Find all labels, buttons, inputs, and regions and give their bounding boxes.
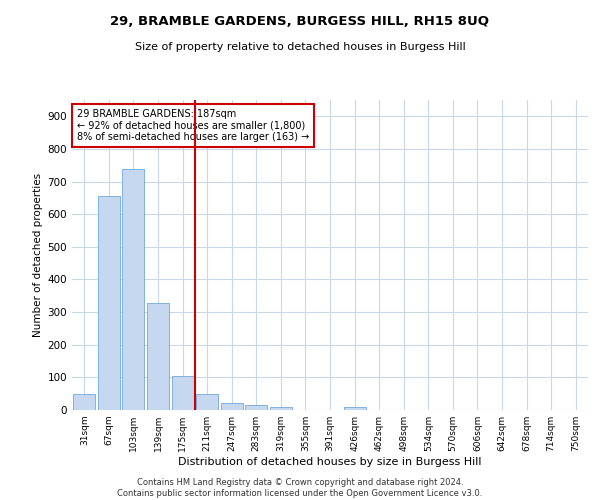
Bar bbox=[98, 196, 120, 410]
Y-axis label: Number of detached properties: Number of detached properties bbox=[34, 173, 43, 337]
Bar bbox=[270, 406, 292, 410]
Bar bbox=[196, 394, 218, 410]
Bar bbox=[122, 169, 145, 410]
X-axis label: Distribution of detached houses by size in Burgess Hill: Distribution of detached houses by size … bbox=[178, 457, 482, 467]
Bar bbox=[147, 303, 169, 410]
Bar bbox=[73, 394, 95, 410]
Bar bbox=[172, 376, 194, 410]
Text: Size of property relative to detached houses in Burgess Hill: Size of property relative to detached ho… bbox=[134, 42, 466, 52]
Text: 29 BRAMBLE GARDENS: 187sqm
← 92% of detached houses are smaller (1,800)
8% of se: 29 BRAMBLE GARDENS: 187sqm ← 92% of deta… bbox=[77, 110, 310, 142]
Text: Contains HM Land Registry data © Crown copyright and database right 2024.
Contai: Contains HM Land Registry data © Crown c… bbox=[118, 478, 482, 498]
Text: 29, BRAMBLE GARDENS, BURGESS HILL, RH15 8UQ: 29, BRAMBLE GARDENS, BURGESS HILL, RH15 … bbox=[110, 15, 490, 28]
Bar bbox=[221, 403, 243, 410]
Bar bbox=[344, 408, 365, 410]
Bar bbox=[245, 405, 268, 410]
